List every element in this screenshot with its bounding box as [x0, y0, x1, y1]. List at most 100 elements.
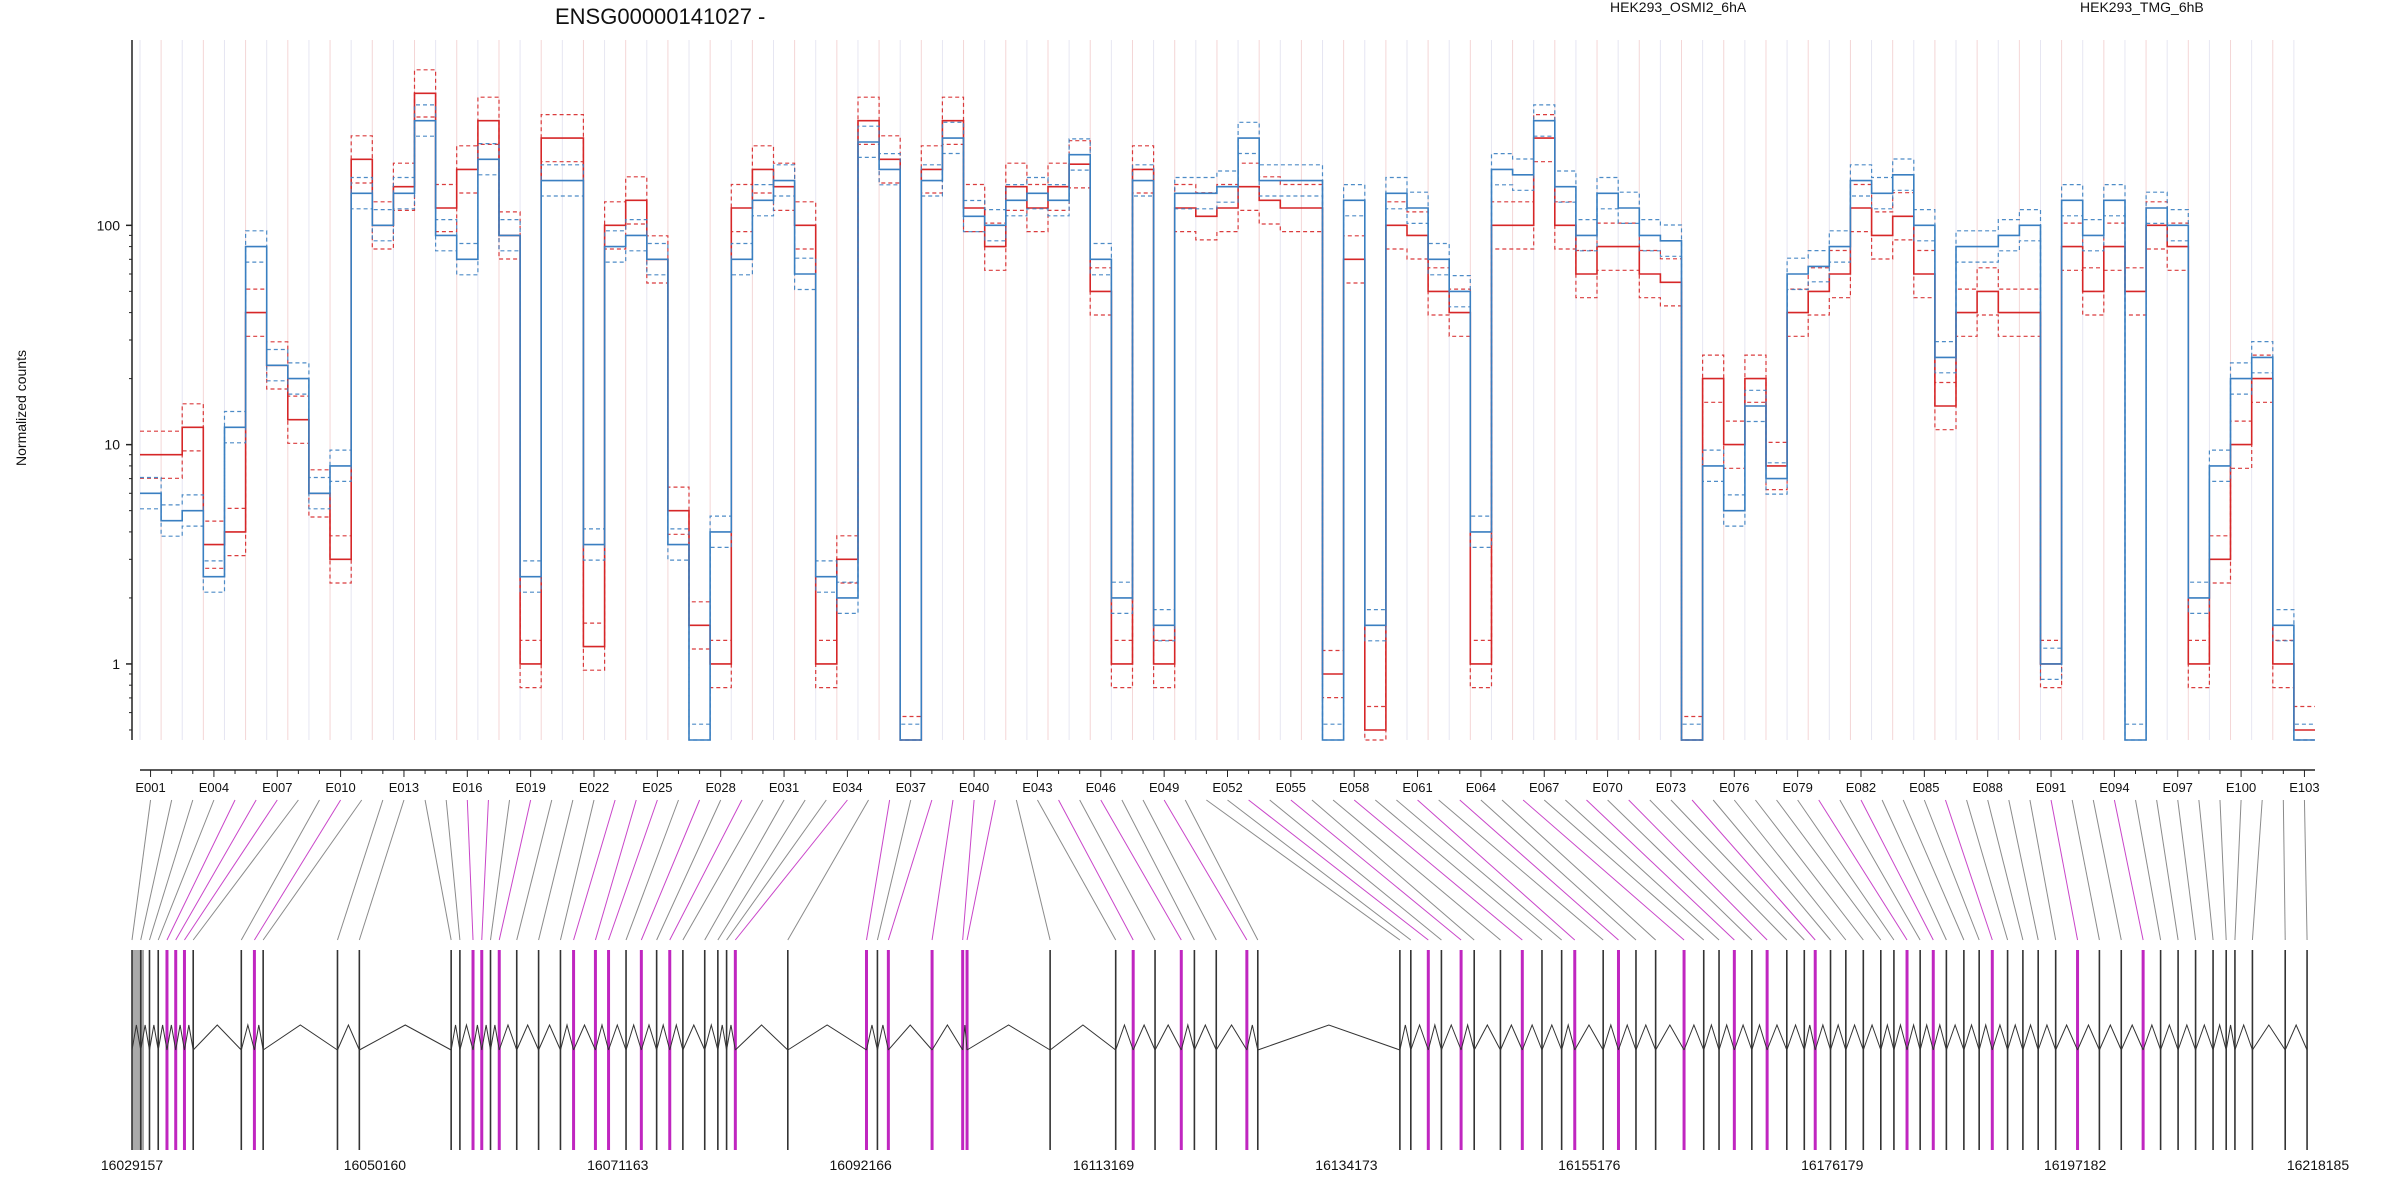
- intron-line: [1499, 1023, 1523, 1051]
- exon-connector: [1121, 799, 1195, 941]
- intron-line: [2160, 1023, 2179, 1051]
- intron-line: [2225, 1024, 2236, 1051]
- chart-title: ENSG00000141027 -: [555, 4, 765, 29]
- exon-connector: [1691, 799, 1816, 941]
- x-tick-label: E076: [1719, 780, 1749, 795]
- coordinate-tick-label: 16029157: [101, 1157, 164, 1173]
- coordinate-tick-label: 16155176: [1558, 1157, 1621, 1173]
- x-tick-label: E022: [579, 780, 609, 795]
- intron-line: [183, 1024, 194, 1051]
- intron-line: [1541, 1023, 1563, 1051]
- exon-connector: [1269, 799, 1442, 941]
- intron-line: [2234, 1023, 2253, 1051]
- series-line: [140, 92, 2315, 741]
- exon-connector: [358, 799, 405, 941]
- exon-connector: [481, 799, 489, 941]
- intron-line: [131, 1024, 142, 1051]
- exon-connector: [962, 799, 975, 941]
- exon-connector: [682, 799, 764, 941]
- x-tick-label: E013: [389, 780, 419, 795]
- intron-line: [472, 1024, 483, 1051]
- exon-connector: [1206, 799, 1401, 941]
- x-tick-label: E034: [832, 780, 862, 795]
- exon-connector: [1797, 799, 1895, 941]
- exon-connector: [1649, 799, 1788, 941]
- exon-connector: [887, 799, 933, 941]
- x-tick-label: E061: [1402, 780, 1432, 795]
- x-tick-label: E001: [135, 780, 165, 795]
- intron-line: [1115, 1023, 1134, 1051]
- intron-line: [1655, 1023, 1685, 1051]
- intron-line: [608, 1023, 627, 1051]
- intron-line: [931, 1024, 964, 1051]
- intron-line: [1945, 1023, 1965, 1051]
- intron-line: [1906, 1023, 1921, 1051]
- x-tick-label: E094: [2099, 780, 2129, 795]
- genome-coordinate-axis: 16029157 16050160 16071163 16092166 16113169…: [101, 1157, 2350, 1173]
- exon-connector: [2251, 799, 2263, 941]
- exon-connector: [175, 799, 257, 941]
- coordinate-tick-label: 16176179: [1801, 1157, 1864, 1173]
- intron-line: [498, 1023, 518, 1051]
- exon-connector: [1607, 799, 1753, 941]
- intron-line: [669, 1023, 684, 1051]
- exon-connector: [1543, 799, 1705, 941]
- exon-connector: [2156, 799, 2179, 941]
- x-tick-label: E067: [1529, 780, 1559, 795]
- intron-line: [1246, 1024, 1259, 1051]
- intron-line: [240, 1023, 255, 1051]
- exon-connector: [1902, 799, 1965, 941]
- x-tick-label: E085: [1909, 780, 1939, 795]
- intron-line: [1618, 1023, 1637, 1051]
- exon-connector: [2092, 799, 2122, 941]
- exon-connector: [2050, 799, 2079, 941]
- x-tick-label: E043: [1022, 780, 1052, 795]
- exon-connector: [2234, 799, 2242, 941]
- exon-connector: [1311, 799, 1475, 941]
- intron-line: [1635, 1023, 1657, 1051]
- intron-line: [2007, 1023, 2024, 1051]
- x-tick-label: E073: [1656, 780, 1686, 795]
- intron-line: [1963, 1023, 1980, 1051]
- intron-line: [2177, 1023, 2197, 1051]
- series-line: [140, 69, 2315, 718]
- intron-line: [866, 1024, 878, 1051]
- exon-connector: [608, 799, 658, 941]
- exon-connector: [2198, 799, 2214, 941]
- intron-line: [876, 1024, 889, 1051]
- x-tick-label: E004: [199, 780, 229, 795]
- intron-line: [166, 1024, 177, 1051]
- intron-line: [2284, 1023, 2308, 1051]
- gene-model-track: [131, 950, 2308, 1150]
- intron-line: [559, 1023, 575, 1051]
- gene-region-shade: [132, 950, 144, 1150]
- intron-line: [1574, 1023, 1604, 1051]
- exon-connector: [1733, 799, 1847, 941]
- exon-connector: [1227, 799, 1412, 941]
- x-tick-label: E079: [1782, 780, 1812, 795]
- legend-series-osmi2: HEK293_OSMI2_6hA: [1610, 0, 1747, 15]
- exon-connector: [2008, 799, 2039, 941]
- exon-connector: [2219, 799, 2227, 941]
- series-line: [140, 104, 2315, 725]
- intron-line: [2120, 1023, 2144, 1051]
- exon-connector: [1248, 799, 1429, 941]
- exon-connector: [1290, 799, 1462, 941]
- exon-connector: [1058, 799, 1134, 941]
- exon-connector: [625, 799, 679, 941]
- coordinate-tick-label: 16092166: [830, 1157, 893, 1173]
- intron-line: [1561, 1023, 1576, 1051]
- intron-line: [1991, 1023, 2009, 1051]
- intron-line: [1733, 1023, 1753, 1051]
- exon-connector: [2029, 799, 2057, 941]
- intron-line: [1718, 1023, 1735, 1051]
- intron-line: [1919, 1023, 1934, 1051]
- intron-line: [450, 1024, 461, 1051]
- exon-connector: [1565, 799, 1720, 941]
- intron-line: [1410, 1023, 1429, 1051]
- intron-line: [148, 1024, 159, 1051]
- intron-line: [192, 1024, 242, 1051]
- intron-line: [1521, 1023, 1543, 1051]
- x-tick-label: E103: [2289, 780, 2319, 795]
- x-tick-label: E049: [1149, 780, 1179, 795]
